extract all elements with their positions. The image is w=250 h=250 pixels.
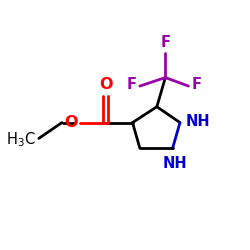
Text: F: F [127, 77, 137, 92]
Text: NH: NH [185, 114, 210, 129]
Text: NH: NH [163, 156, 188, 171]
Text: F: F [192, 77, 202, 92]
Text: H$_3$C: H$_3$C [6, 130, 36, 149]
Text: O: O [99, 77, 112, 92]
Text: O: O [64, 115, 77, 130]
Text: F: F [160, 35, 170, 50]
